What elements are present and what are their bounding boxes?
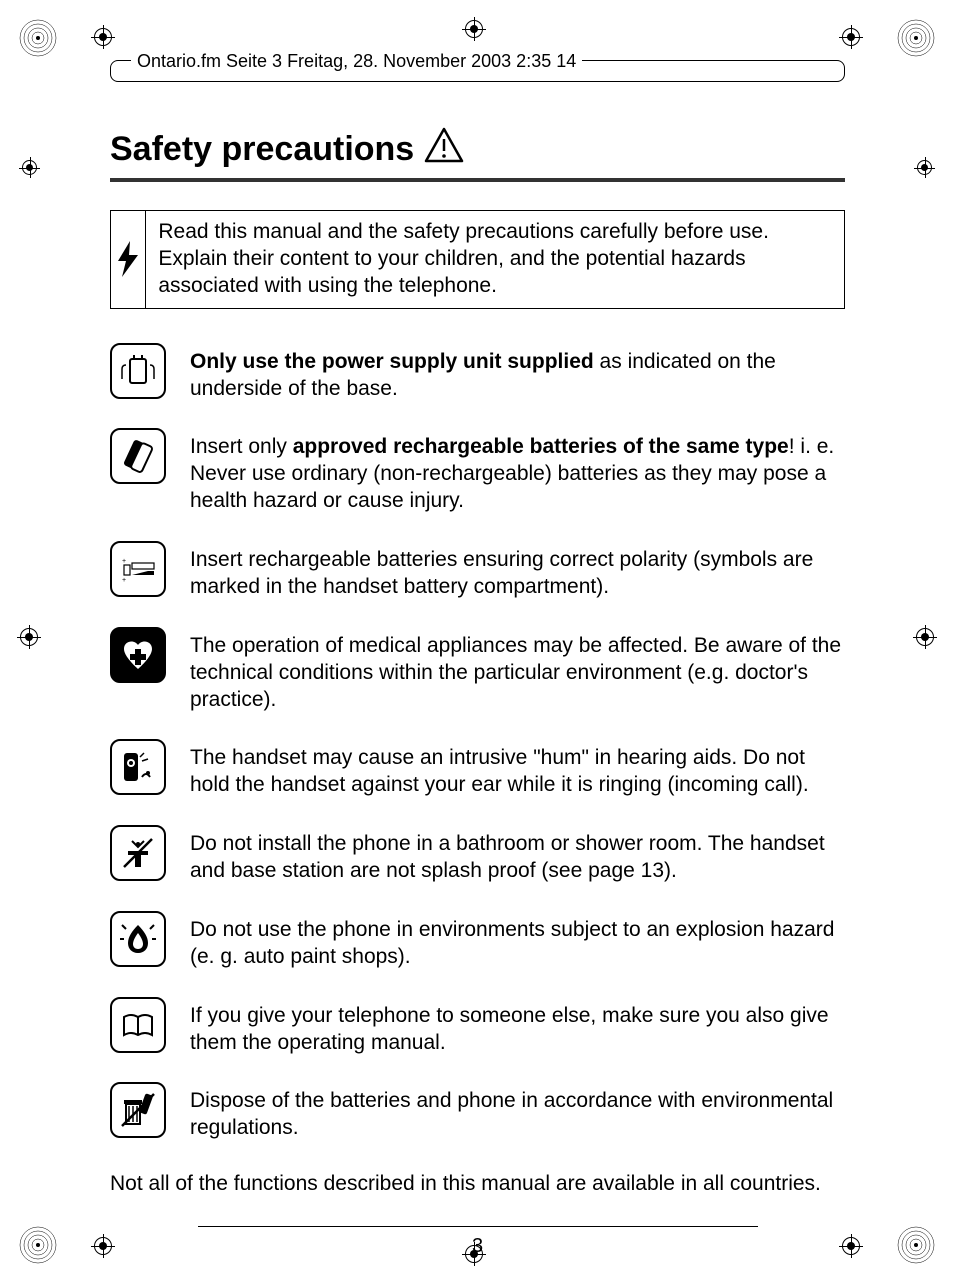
safety-item: If you give your telephone to someone el… — [110, 997, 845, 1057]
corner-spiral-icon — [18, 18, 58, 58]
dispose-icon — [110, 1082, 166, 1138]
corner-spiral-icon — [896, 18, 936, 58]
footer-note: Not all of the functions described in th… — [110, 1172, 845, 1196]
page-content: Ontario.fm Seite 3 Freitag, 28. November… — [110, 60, 845, 1258]
safety-item: Do not use the phone in environments sub… — [110, 911, 845, 971]
header-meta-box: Ontario.fm Seite 3 Freitag, 28. November… — [110, 60, 845, 82]
safety-item-text: Do not use the phone in environments sub… — [190, 911, 845, 971]
safety-item-text: Insert only approved rechargeable batter… — [190, 428, 845, 515]
title-text: Safety precautions — [110, 130, 414, 169]
safety-item: Do not install the phone in a bathroom o… — [110, 825, 845, 885]
manual-book-icon — [110, 997, 166, 1053]
safety-item-text: Insert rechargeable batteries ensuring c… — [190, 541, 845, 601]
page-number: 3 — [110, 1235, 845, 1258]
no-water-icon — [110, 825, 166, 881]
safety-item: ++ Insert rechargeable batteries ensurin… — [110, 541, 845, 601]
intro-text: Read this manual and the safety precauti… — [146, 211, 844, 308]
medical-icon — [110, 627, 166, 683]
safety-item: The operation of medical appliances may … — [110, 627, 845, 714]
safety-item-text: The operation of medical appliances may … — [190, 627, 845, 714]
safety-item-text: Only use the power supply unit supplied … — [190, 343, 845, 403]
corner-spiral-icon — [18, 1225, 58, 1265]
svg-text:+: + — [122, 577, 126, 584]
safety-item-text: Do not install the phone in a bathroom o… — [190, 825, 845, 885]
crop-mark-icon — [842, 28, 860, 46]
crop-mark-icon — [20, 628, 38, 646]
header-meta-text: Ontario.fm Seite 3 Freitag, 28. November… — [131, 51, 582, 72]
battery-icon — [110, 428, 166, 484]
corner-spiral-icon — [896, 1225, 936, 1265]
hearing-aid-icon — [110, 739, 166, 795]
title-underline — [110, 178, 845, 182]
safety-item-text: Dispose of the batteries and phone in ac… — [190, 1082, 845, 1142]
lightning-icon — [111, 211, 146, 308]
crop-mark-icon — [916, 628, 934, 646]
warning-triangle-icon — [424, 127, 464, 172]
footer-divider — [198, 1226, 758, 1227]
intro-box: Read this manual and the safety precauti… — [110, 210, 845, 309]
crop-mark-icon — [94, 28, 112, 46]
safety-item-text: If you give your telephone to someone el… — [190, 997, 845, 1057]
safety-item: The handset may cause an intrusive "hum"… — [110, 739, 845, 799]
registration-mark-icon — [917, 160, 932, 175]
page-title: Safety precautions — [110, 127, 845, 172]
power-supply-icon — [110, 343, 166, 399]
safety-item: Dispose of the batteries and phone in ac… — [110, 1082, 845, 1142]
svg-text:+: + — [122, 558, 126, 565]
crop-mark-icon — [465, 20, 483, 38]
explosion-icon — [110, 911, 166, 967]
safety-item: Only use the power supply unit supplied … — [110, 343, 845, 403]
safety-item-text: The handset may cause an intrusive "hum"… — [190, 739, 845, 799]
safety-item: Insert only approved rechargeable batter… — [110, 428, 845, 515]
polarity-icon: ++ — [110, 541, 166, 597]
registration-mark-icon — [22, 160, 37, 175]
